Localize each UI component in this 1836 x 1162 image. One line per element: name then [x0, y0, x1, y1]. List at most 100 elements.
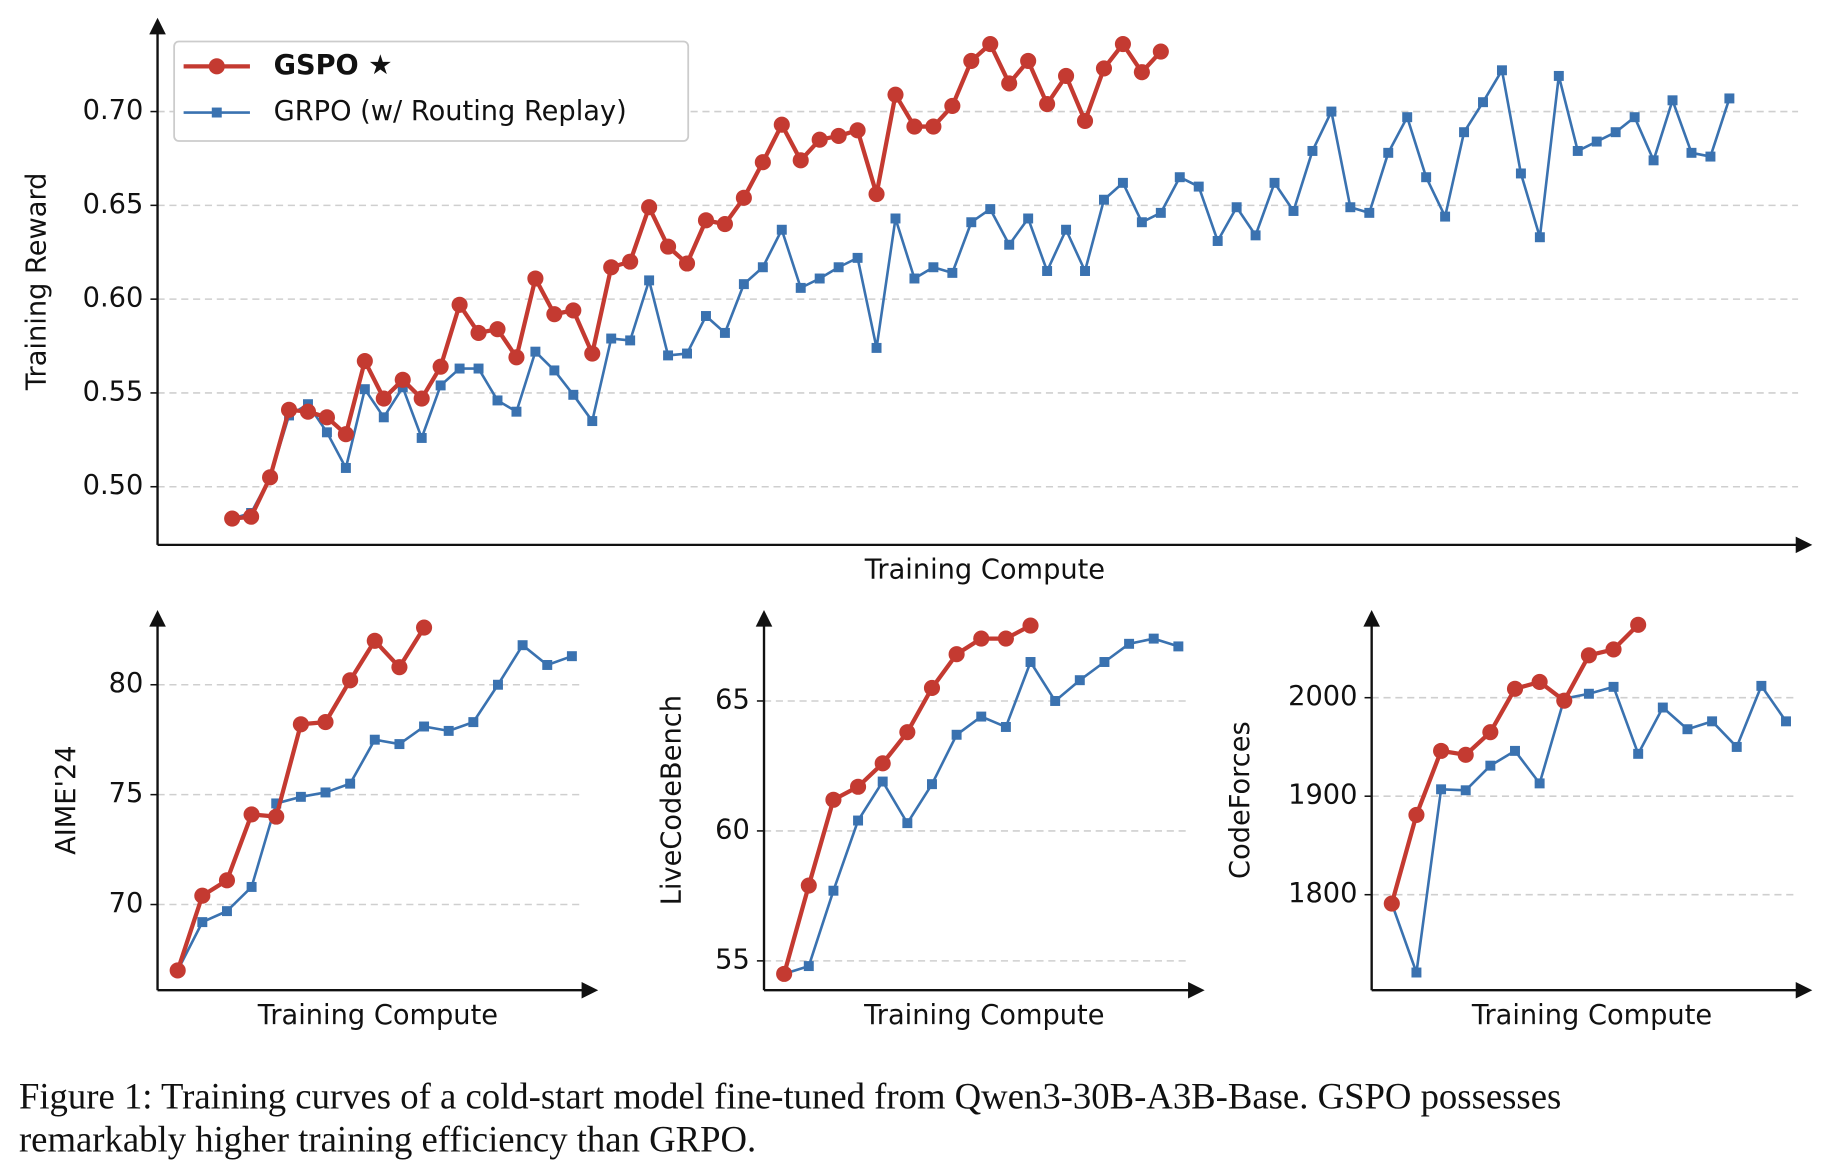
data-point	[1098, 194, 1109, 205]
y-tick-label: 65	[715, 684, 750, 715]
data-point	[1383, 147, 1394, 158]
data-point	[378, 412, 389, 423]
data-point	[1485, 760, 1496, 771]
data-point	[997, 630, 1014, 647]
data-point	[224, 510, 241, 527]
y-tick-label: 1800	[1288, 878, 1357, 909]
data-point	[1731, 741, 1742, 752]
y-axis-label: CodeForces	[1225, 721, 1256, 879]
y-tick-label: 70	[109, 888, 144, 919]
data-point	[468, 717, 479, 728]
data-point	[1433, 742, 1450, 759]
data-point	[1705, 151, 1716, 162]
data-point	[1630, 616, 1647, 633]
data-point	[1686, 147, 1697, 158]
data-point	[1148, 633, 1159, 644]
data-point	[1436, 784, 1447, 795]
data-point	[527, 270, 544, 287]
data-point	[218, 872, 236, 889]
data-point	[413, 390, 430, 407]
data-point	[1608, 681, 1619, 692]
data-point	[394, 371, 411, 388]
y-axis-arrow	[1363, 610, 1380, 627]
data-point	[874, 755, 891, 772]
data-point	[1506, 680, 1524, 697]
data-point	[963, 52, 980, 69]
data-point	[443, 725, 454, 736]
data-point	[1095, 60, 1113, 77]
data-point	[1023, 213, 1034, 224]
y-axis-label: AIME'24	[51, 745, 82, 855]
data-point	[663, 350, 674, 361]
data-point	[1173, 641, 1184, 652]
data-point	[1383, 895, 1400, 912]
data-point	[757, 262, 768, 273]
data-point	[369, 734, 380, 745]
data-point	[1408, 806, 1425, 823]
data-point	[568, 389, 579, 400]
data-point	[849, 122, 866, 139]
data-point	[566, 651, 577, 662]
data-point	[833, 262, 844, 273]
data-point	[906, 118, 923, 135]
data-point	[375, 390, 392, 407]
data-point	[909, 273, 920, 284]
data-point	[1001, 75, 1018, 92]
data-point	[1307, 145, 1318, 156]
data-point	[606, 333, 617, 344]
data-point	[1133, 64, 1150, 81]
data-point	[1724, 93, 1735, 104]
data-point	[345, 778, 356, 789]
data-point	[473, 363, 484, 374]
data-point	[1648, 155, 1659, 166]
data-point	[700, 311, 711, 321]
caption-line: remarkably higher training efficiency th…	[19, 1118, 756, 1159]
data-point	[1460, 785, 1471, 796]
data-point	[317, 714, 334, 731]
data-point	[899, 724, 916, 741]
data-point	[871, 342, 882, 353]
y-tick-label: 0.55	[83, 376, 144, 407]
data-point	[1364, 207, 1375, 218]
data-point	[451, 296, 468, 313]
data-point	[947, 267, 958, 278]
data-point	[394, 739, 405, 750]
data-point	[985, 204, 996, 215]
data-point	[342, 672, 359, 689]
x-axis-arrow	[1188, 981, 1205, 999]
data-point	[295, 791, 306, 802]
data-point	[1025, 657, 1036, 667]
data-point	[340, 462, 351, 473]
data-point	[1411, 967, 1422, 978]
data-point	[470, 324, 487, 341]
data-point	[852, 252, 863, 263]
data-point	[716, 216, 733, 233]
series-line	[176, 643, 573, 972]
y-tick-label: 80	[109, 668, 144, 699]
data-point	[1421, 172, 1432, 183]
data-point	[948, 646, 965, 663]
data-point	[951, 729, 962, 740]
data-point	[1707, 716, 1718, 727]
data-point	[1534, 778, 1545, 789]
data-point	[419, 721, 430, 732]
data-point	[454, 363, 465, 374]
data-point	[221, 906, 232, 917]
data-point	[641, 199, 658, 216]
data-point	[530, 346, 541, 357]
data-point	[982, 35, 999, 53]
data-point	[489, 321, 506, 338]
data-point	[262, 469, 279, 486]
data-point	[625, 335, 636, 346]
data-point	[1580, 647, 1597, 664]
y-tick-label: 0.65	[83, 189, 144, 220]
data-point	[1022, 617, 1039, 634]
data-point	[318, 409, 335, 426]
x-axis-label: Training Compute	[864, 554, 1105, 585]
data-point	[660, 238, 677, 255]
data-point	[800, 877, 817, 894]
series-line	[1390, 684, 1788, 974]
data-point	[1212, 236, 1223, 246]
y-tick-label: 2000	[1288, 681, 1357, 712]
